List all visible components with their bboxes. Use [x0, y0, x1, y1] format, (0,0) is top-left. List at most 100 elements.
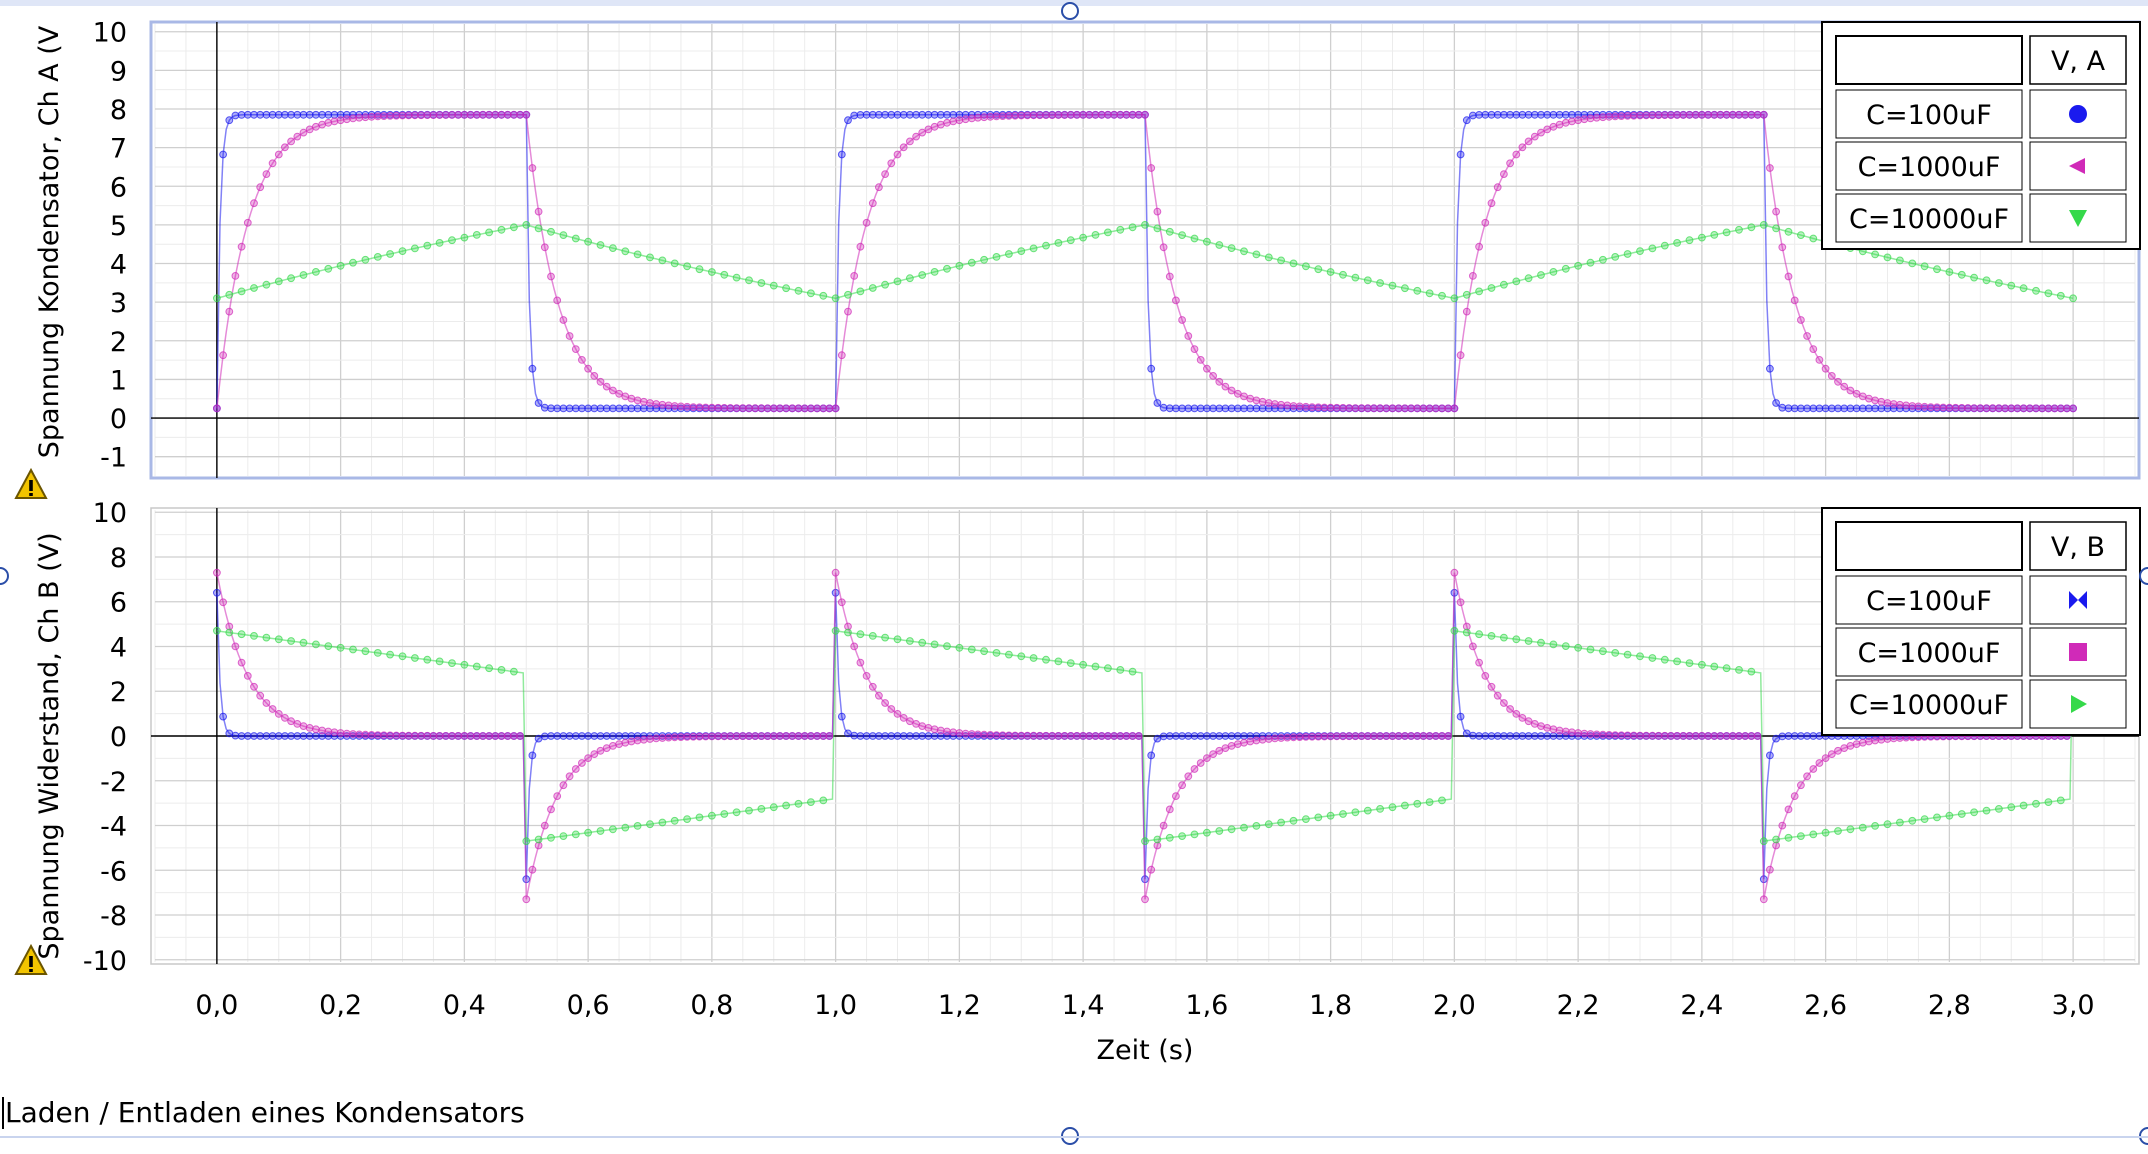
- data-point: [757, 404, 766, 413]
- data-point: [1456, 598, 1465, 607]
- data-point: [1178, 231, 1186, 240]
- y-tick-label: 4: [110, 250, 127, 281]
- data-point: [460, 111, 469, 119]
- data-point: [1178, 316, 1186, 324]
- data-point: [1153, 207, 1162, 216]
- data-point: [305, 110, 314, 119]
- data-point: [398, 731, 407, 740]
- data-point: [726, 404, 735, 412]
- data-point: [881, 732, 889, 740]
- resize-handle-top[interactable]: [1061, 2, 1079, 20]
- resize-handle-right-top[interactable]: [2139, 567, 2148, 585]
- data-point: [534, 399, 543, 407]
- data-point: [2044, 289, 2053, 298]
- data-point: [1351, 808, 1360, 817]
- data-point: [565, 732, 574, 740]
- data-point: [330, 728, 339, 737]
- data-point: [1196, 356, 1205, 364]
- warning-dot: [29, 969, 33, 972]
- data-point: [1048, 111, 1057, 119]
- data-point: [992, 253, 1001, 261]
- data-point: [1351, 273, 1360, 282]
- data-point: [1784, 227, 1793, 236]
- data-point: [1797, 404, 1805, 413]
- data-point: [1462, 116, 1471, 125]
- data-point: [1271, 400, 1279, 408]
- data-point: [887, 705, 896, 713]
- data-point: [1988, 404, 1997, 413]
- data-point: [219, 598, 228, 607]
- data-point: [336, 116, 345, 125]
- data-point: [423, 731, 432, 740]
- data-point: [1097, 110, 1106, 119]
- data-point: [417, 731, 426, 740]
- data-point: [949, 117, 958, 126]
- data-point: [547, 833, 555, 842]
- data-point: [967, 645, 976, 654]
- data-point: [1735, 732, 1743, 740]
- data-point: [844, 290, 852, 299]
- data-point: [992, 649, 1001, 657]
- data-point: [1766, 865, 1774, 874]
- data-point: [1821, 754, 1830, 762]
- data-point: [868, 199, 877, 208]
- data-point: [1908, 259, 1917, 268]
- data-point: [1995, 279, 2003, 287]
- data-point: [1660, 241, 1669, 250]
- data-point: [844, 307, 852, 316]
- data-point: [1852, 404, 1861, 413]
- legend-entry: C=100uF: [1866, 100, 1992, 131]
- data-point: [1648, 111, 1657, 120]
- data-point: [1264, 399, 1273, 407]
- data-point: [1110, 732, 1118, 740]
- data-point: [794, 732, 803, 740]
- data-point: [701, 732, 710, 741]
- data-point: [726, 732, 735, 741]
- data-point: [293, 732, 302, 740]
- data-point: [1487, 732, 1496, 740]
- data-point: [213, 588, 221, 597]
- data-point: [1023, 111, 1032, 120]
- data-point: [1165, 404, 1174, 413]
- data-point: [1029, 244, 1038, 253]
- data-point: [924, 110, 933, 119]
- data-point: [1995, 404, 2003, 413]
- data-point: [1611, 112, 1620, 121]
- data-point: [243, 218, 252, 227]
- data-point: [590, 732, 599, 740]
- data-point: [1264, 404, 1273, 413]
- data-point: [256, 732, 265, 740]
- data-point: [1803, 404, 1811, 413]
- data-point: [1431, 732, 1440, 740]
- data-point: [1920, 402, 1929, 411]
- data-point: [1778, 403, 1787, 412]
- chart-caption[interactable]: Laden / Entladen eines Kondensators: [2, 1097, 525, 1129]
- data-point: [1184, 332, 1193, 340]
- data-point: [1097, 732, 1106, 740]
- legend-marker: [2069, 210, 2087, 227]
- data-point: [1153, 841, 1162, 850]
- data-point: [1104, 732, 1112, 740]
- data-point: [646, 253, 654, 262]
- data-point: [887, 159, 896, 168]
- data-point: [763, 732, 772, 740]
- data-point: [1017, 652, 1026, 661]
- data-point: [231, 642, 240, 651]
- data-point: [219, 150, 228, 159]
- data-point: [1314, 813, 1323, 822]
- data-point: [1425, 732, 1434, 740]
- data-point: [893, 277, 902, 286]
- data-point: [281, 110, 289, 119]
- data-point: [1889, 400, 1898, 408]
- data-point: [1623, 112, 1632, 120]
- data-point: [1518, 732, 1527, 740]
- data-point: [1345, 404, 1354, 412]
- data-point: [243, 732, 252, 740]
- data-point: [738, 732, 747, 740]
- data-point: [213, 568, 221, 577]
- data-point: [596, 377, 605, 386]
- data-point: [584, 404, 592, 413]
- data-point: [986, 731, 995, 739]
- data-point: [875, 732, 883, 740]
